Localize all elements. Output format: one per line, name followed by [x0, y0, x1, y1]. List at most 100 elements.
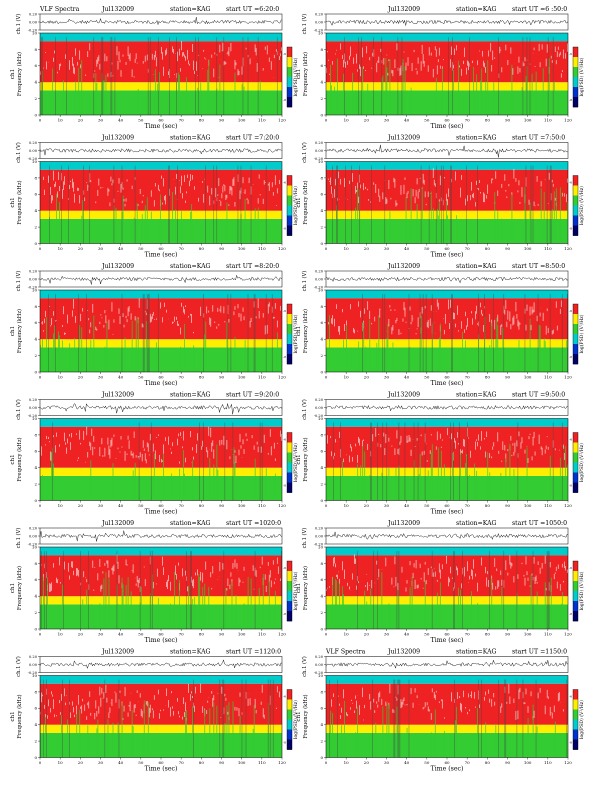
spectral-gap — [494, 320, 495, 330]
spectral-gap — [354, 554, 355, 564]
spectral-gap — [87, 185, 88, 191]
spectral-gap — [238, 304, 239, 308]
spectral-gap — [223, 563, 224, 569]
spectral-gap — [490, 43, 491, 52]
spectral-gap — [53, 435, 54, 437]
spectral-band — [40, 33, 282, 41]
trace-frame — [326, 271, 568, 287]
time-tick-label: 90 — [505, 760, 511, 765]
spectral-gap — [152, 54, 153, 60]
spectral-gap — [440, 434, 441, 439]
spectral-gap — [522, 563, 523, 564]
spectral-gap — [182, 193, 183, 198]
spectral-gap — [528, 706, 529, 713]
sferic-streak — [81, 216, 82, 244]
spectral-band — [40, 82, 282, 90]
panel-station: station=KAG — [456, 6, 497, 13]
time-tick-label: 90 — [219, 246, 225, 251]
spectral-gap — [165, 195, 166, 205]
spectral-gap — [379, 309, 380, 318]
sferic-line — [397, 551, 398, 629]
spectral-gap — [552, 180, 553, 183]
trace-tick-label: 0.00 — [29, 663, 38, 667]
spectral-gap — [407, 193, 408, 198]
spectral-gap — [249, 178, 250, 183]
spectral-gap — [491, 699, 492, 706]
spectral-gap — [247, 198, 248, 200]
sferic-line — [177, 166, 178, 244]
sferic-streak — [126, 585, 127, 629]
trace-axis-label: ch.1 (V) — [301, 271, 308, 292]
spectral-gap — [43, 330, 44, 331]
sferic-line — [224, 37, 225, 115]
spectral-gap — [77, 460, 78, 461]
sferic-line — [216, 37, 217, 115]
time-tick-label: 120 — [278, 118, 286, 123]
spectral-gap — [506, 196, 507, 198]
sferic-streak — [235, 73, 236, 115]
sferic-line — [195, 37, 196, 115]
trace-tick-label: 0.00 — [315, 663, 324, 667]
freq-tick-label: 2 — [320, 482, 323, 487]
spectral-gap — [56, 320, 57, 321]
spectral-gap — [436, 49, 437, 56]
spectral-gap — [274, 443, 275, 449]
spectral-band — [326, 419, 568, 427]
sferic-streak — [497, 325, 498, 372]
freq-tick-label: 2 — [320, 96, 323, 101]
colorbar-segment — [287, 176, 292, 186]
spectral-gap — [372, 53, 373, 57]
spectral-gap — [377, 705, 378, 708]
panel-start-time: start UT =6 :50:0 — [512, 6, 567, 13]
sferic-line — [382, 294, 383, 372]
spectral-gap — [78, 570, 79, 577]
spectral-gap — [189, 181, 190, 186]
spectral-gap — [479, 705, 480, 708]
spectral-gap — [428, 320, 429, 328]
sferic-streak — [491, 578, 492, 629]
colorbar-segment — [287, 216, 292, 226]
sferic-streak — [202, 587, 203, 629]
spectral-gap — [422, 45, 423, 54]
sferic-streak — [381, 572, 382, 629]
spectral-gap — [514, 576, 515, 582]
spectral-gap — [193, 61, 194, 70]
spectral-gap — [97, 57, 98, 64]
spectral-gap — [239, 708, 240, 716]
time-tick-label: 0 — [325, 375, 328, 380]
spectral-gap — [359, 64, 360, 68]
freq-tick-label: 10 — [318, 287, 324, 292]
sferic-streak — [355, 208, 356, 244]
sferic-streak — [47, 577, 48, 629]
spectral-gap — [228, 578, 229, 586]
spectral-gap — [447, 199, 448, 205]
sferic-streak — [411, 188, 412, 243]
spectral-gap — [471, 569, 472, 576]
spectral-gap — [156, 437, 157, 438]
colorbar-segment — [287, 453, 292, 463]
time-tick-label: 110 — [258, 375, 266, 380]
spectral-gap — [263, 68, 264, 71]
spectral-gap — [229, 204, 230, 205]
spectral-gap — [206, 710, 207, 714]
sferic-streak — [232, 582, 233, 629]
spectral-gap — [163, 67, 164, 76]
spectral-gap — [448, 577, 449, 586]
sferic-streak — [197, 88, 198, 115]
time-tick-label: 40 — [118, 118, 124, 123]
spectral-gap — [331, 699, 332, 706]
spectral-gap — [426, 580, 427, 584]
sferic-streak — [489, 345, 490, 372]
spectral-gap — [226, 698, 227, 701]
spectral-gap — [343, 459, 344, 463]
sferic-streak — [442, 68, 443, 115]
spectral-gap — [161, 459, 162, 463]
freq-tick-label: 8 — [34, 47, 37, 52]
sferic-streak — [428, 471, 429, 501]
spectral-gap — [532, 307, 533, 315]
spectral-gap — [542, 44, 543, 49]
time-tick-label: 70 — [179, 632, 185, 637]
spectral-gap — [559, 450, 560, 451]
